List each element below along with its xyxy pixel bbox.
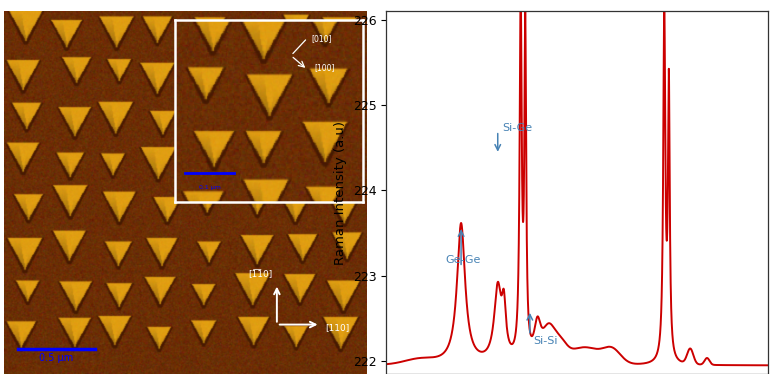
Text: Ge-Ge: Ge-Ge [445, 255, 481, 265]
Y-axis label: Raman Intensity (a.u): Raman Intensity (a.u) [334, 120, 347, 265]
Text: [1͞10]: [1͞10] [249, 270, 273, 279]
Text: Si-Si: Si-Si [533, 336, 557, 346]
Text: [110]: [110] [325, 323, 349, 332]
Text: Si-Ge: Si-Ge [503, 123, 533, 133]
Text: 0.5 μm: 0.5 μm [39, 353, 73, 363]
